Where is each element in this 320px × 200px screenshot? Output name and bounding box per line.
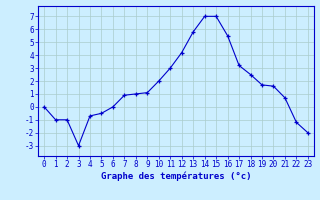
X-axis label: Graphe des températures (°c): Graphe des températures (°c) bbox=[101, 172, 251, 181]
